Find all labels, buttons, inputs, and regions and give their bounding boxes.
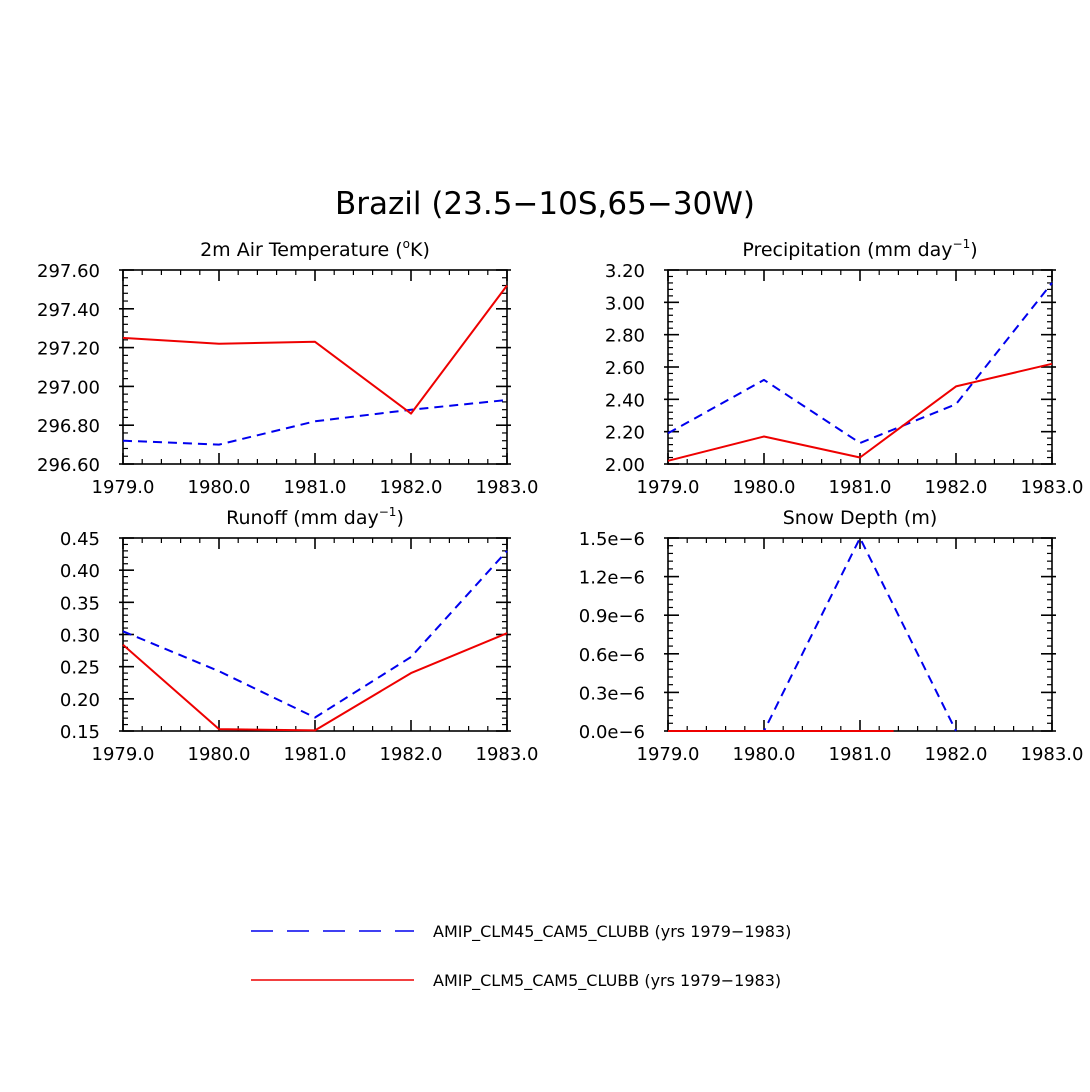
y-tick-label: 297.40 [37, 300, 100, 321]
x-tick-label: 1982.0 [380, 744, 443, 765]
panel-title-tail: ) [970, 239, 977, 261]
x-tick-label: 1983.0 [1021, 744, 1084, 765]
y-tick-label: 0.45 [60, 529, 100, 550]
y-tick-label: 296.80 [37, 416, 100, 437]
x-tick-label: 1983.0 [1021, 477, 1084, 498]
x-tick-label: 1979.0 [637, 477, 700, 498]
x-tick-label: 1981.0 [829, 477, 892, 498]
y-tick-label: 296.60 [37, 455, 100, 476]
y-tick-label: 0.30 [60, 626, 100, 647]
x-tick-label: 1980.0 [733, 477, 796, 498]
y-tick-label: 1.2e−6 [579, 568, 645, 589]
panel-title-superscript: −1 [953, 237, 971, 251]
panel-title-text: 2m Air Temperature ( [200, 239, 403, 261]
panel-title: Precipitation (mm day−1) [742, 237, 977, 261]
y-tick-label: 297.00 [37, 377, 100, 398]
y-tick-label: 0.25 [60, 658, 100, 679]
series-line-clm45 [122, 550, 508, 719]
y-tick-label: 0.20 [60, 690, 100, 711]
panel-title-text: Snow Depth (m) [783, 507, 938, 529]
x-tick-label: 1983.0 [476, 477, 539, 498]
x-tick-label: 1979.0 [637, 744, 700, 765]
plot-frame [122, 269, 508, 465]
y-tick-label: 2.00 [605, 455, 645, 476]
y-tick-label: 1.5e−6 [579, 529, 645, 550]
x-tick-label: 1980.0 [188, 477, 251, 498]
x-tick-label: 1981.0 [284, 744, 347, 765]
figure-title: Brazil (23.5−10S,65−30W) [335, 186, 755, 222]
panel-title-text: Runoff (mm day [226, 507, 379, 529]
panel-title-tail: ) [396, 507, 403, 529]
panel-3: Runoff (mm day−1) 1979.0 1980.0 1981.0 1982.… [60, 505, 539, 765]
x-tick-label: 1982.0 [925, 744, 988, 765]
y-tick-label: 0.15 [60, 722, 100, 743]
panel-title: Snow Depth (m) [783, 507, 938, 529]
y-tick-label: 297.20 [37, 339, 100, 360]
series-line-clm45 [668, 537, 957, 732]
panel-1: 2m Air Temperature (oK) 1979.0 1980.0 1981.… [37, 237, 538, 498]
y-tick-label: 0.40 [60, 561, 100, 582]
panel-title-superscript: −1 [379, 505, 397, 519]
series-line-clm5 [667, 362, 1053, 462]
panel-title-superscript: o [403, 237, 410, 251]
legend: AMIP_CLM45_CAM5_CLUBB (yrs 1979−1983) AMI… [251, 922, 791, 991]
y-tick-label: 3.20 [605, 261, 645, 282]
y-tick-label: 0.6e−6 [579, 645, 645, 666]
x-tick-label: 1980.0 [188, 744, 251, 765]
legend-label-1: AMIP_CLM45_CAM5_CLUBB (yrs 1979−1983) [433, 922, 791, 942]
plot-frame [667, 269, 1053, 465]
x-tick-label: 1979.0 [92, 477, 155, 498]
y-tick-label: 2.80 [605, 326, 645, 347]
series-line-clm45 [667, 282, 1053, 444]
x-tick-label: 1979.0 [92, 744, 155, 765]
x-tick-label: 1982.0 [380, 477, 443, 498]
panel-title: Runoff (mm day−1) [226, 505, 404, 529]
x-tick-label: 1982.0 [925, 477, 988, 498]
legend-label-2: AMIP_CLM5_CAM5_CLUBB (yrs 1979−1983) [433, 971, 781, 991]
plot-frame [122, 537, 508, 732]
y-tick-label: 2.40 [605, 390, 645, 411]
panel-title: 2m Air Temperature (oK) [200, 237, 430, 261]
panels: 2m Air Temperature (oK) 1979.0 1980.0 1981.… [37, 237, 1083, 765]
x-tick-label: 1983.0 [476, 744, 539, 765]
series-line-clm45 [122, 399, 508, 446]
y-tick-label: 3.00 [605, 293, 645, 314]
y-tick-label: 0.35 [60, 593, 100, 614]
x-tick-label: 1980.0 [733, 744, 796, 765]
x-tick-label: 1981.0 [829, 744, 892, 765]
y-tick-label: 2.20 [605, 423, 645, 444]
panel-2: Precipitation (mm day−1) 1979.0 1980.0 1981… [605, 237, 1084, 498]
panel-title-text: Precipitation (mm day [742, 239, 952, 261]
y-tick-label: 297.60 [37, 261, 100, 282]
x-tick-label: 1981.0 [284, 477, 347, 498]
y-tick-label: 0.9e−6 [579, 606, 645, 627]
y-tick-label: 2.60 [605, 358, 645, 379]
plot-frame [667, 537, 1053, 732]
series-line-clm5 [122, 284, 508, 415]
y-tick-label: 0.3e−6 [579, 683, 645, 704]
y-tick-label: 0.0e−6 [579, 722, 645, 743]
panel-4: Snow Depth (m) 1979.0 1980.0 1981.0 1982.0 19… [579, 507, 1084, 765]
series-line-clm5 [122, 632, 508, 732]
panel-title-tail: K) [410, 239, 430, 261]
